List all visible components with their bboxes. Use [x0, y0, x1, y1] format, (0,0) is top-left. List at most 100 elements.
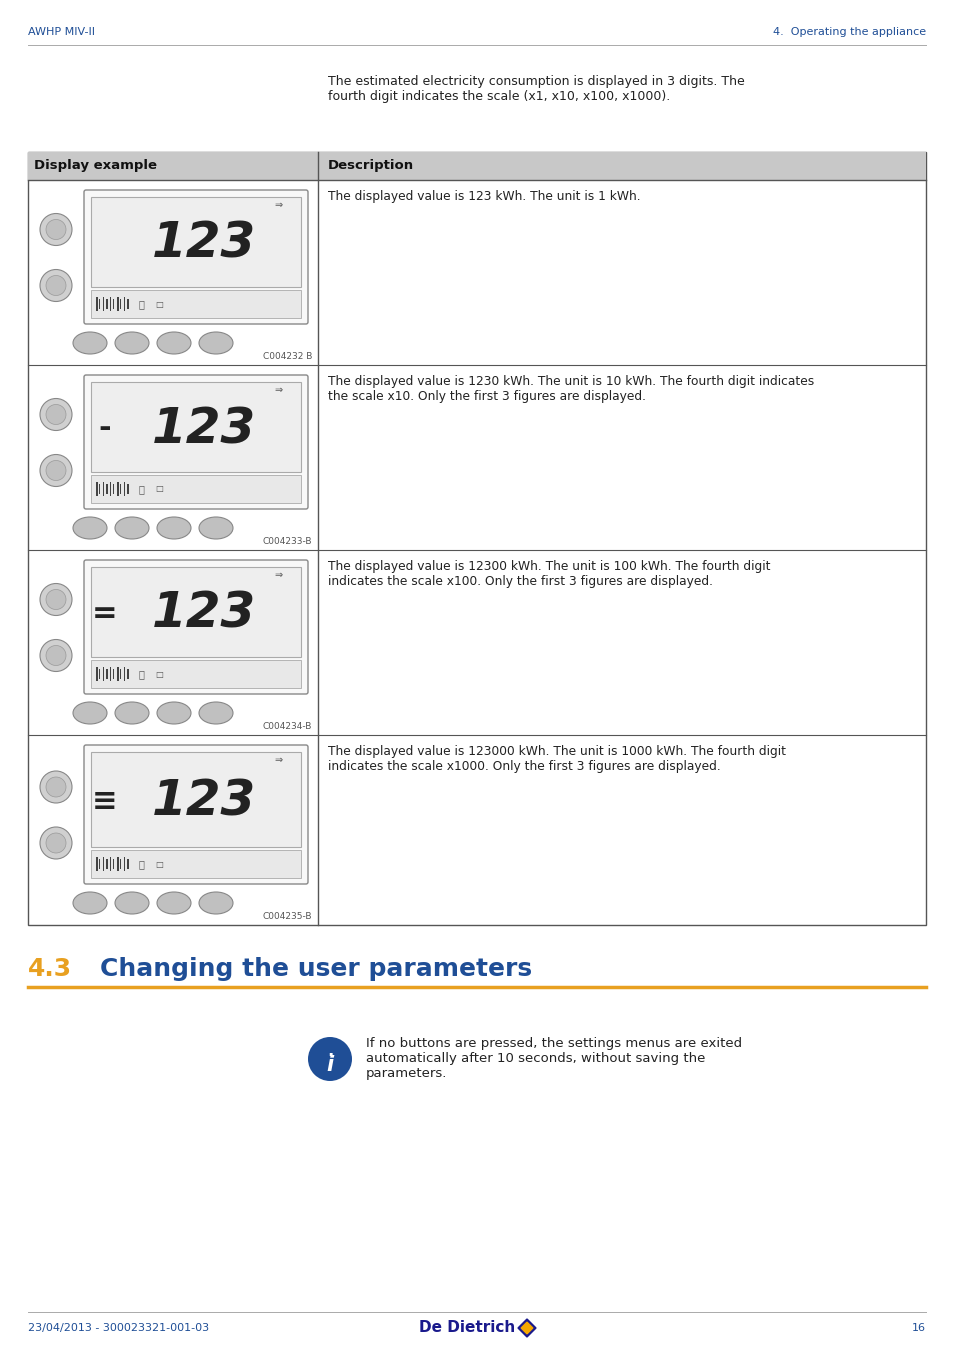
Ellipse shape	[73, 332, 107, 354]
Bar	[96, 482, 98, 495]
Bar	[107, 298, 109, 309]
Text: Changing the user parameters: Changing the user parameters	[100, 957, 532, 981]
Text: 🌡: 🌡	[138, 485, 144, 494]
Bar	[113, 670, 114, 679]
Bar	[120, 859, 121, 869]
Text: 🌡: 🌡	[138, 298, 144, 309]
Bar	[103, 667, 104, 680]
Text: The displayed value is 1230 kWh. The unit is 10 kWh. The fourth digit indicates
: The displayed value is 1230 kWh. The uni…	[328, 375, 814, 404]
Polygon shape	[520, 1322, 533, 1334]
Bar	[99, 859, 100, 869]
Bar	[103, 857, 104, 871]
Ellipse shape	[157, 517, 191, 539]
Bar	[103, 482, 104, 495]
Bar	[113, 485, 114, 494]
Ellipse shape	[115, 892, 149, 914]
Circle shape	[40, 213, 71, 246]
Text: 4.3: 4.3	[28, 957, 72, 981]
Bar	[91, 290, 301, 319]
Text: -: -	[98, 414, 112, 444]
Bar	[91, 567, 301, 657]
Text: □: □	[155, 860, 163, 868]
Text: 123: 123	[152, 590, 255, 639]
Ellipse shape	[115, 332, 149, 354]
Bar	[117, 297, 119, 310]
Text: =: =	[92, 599, 117, 629]
Circle shape	[40, 270, 71, 301]
Ellipse shape	[157, 702, 191, 724]
Text: The estimated electricity consumption is displayed in 3 digits. The
fourth digit: The estimated electricity consumption is…	[328, 76, 744, 103]
Ellipse shape	[199, 892, 233, 914]
Ellipse shape	[157, 892, 191, 914]
Text: If no buttons are pressed, the settings menus are exited
automatically after 10 : If no buttons are pressed, the settings …	[366, 1037, 741, 1080]
Ellipse shape	[115, 517, 149, 539]
Bar	[96, 297, 98, 310]
Circle shape	[40, 640, 71, 671]
Bar	[110, 857, 111, 871]
FancyBboxPatch shape	[84, 560, 308, 694]
Ellipse shape	[73, 702, 107, 724]
Bar	[128, 485, 130, 494]
Text: De Dietrich: De Dietrich	[418, 1320, 515, 1335]
Circle shape	[40, 828, 71, 859]
Bar	[96, 667, 98, 680]
Text: 16: 16	[911, 1323, 925, 1332]
Bar	[91, 850, 301, 878]
Bar	[110, 667, 111, 680]
Bar	[99, 485, 100, 494]
Bar	[103, 297, 104, 310]
Circle shape	[46, 275, 66, 296]
Ellipse shape	[115, 702, 149, 724]
Text: 🌡: 🌡	[138, 670, 144, 679]
Bar	[96, 857, 98, 871]
Bar	[120, 298, 121, 309]
Ellipse shape	[157, 332, 191, 354]
Text: The displayed value is 12300 kWh. The unit is 100 kWh. The fourth digit
indicate: The displayed value is 12300 kWh. The un…	[328, 560, 770, 589]
Bar	[124, 667, 125, 680]
Bar	[91, 752, 301, 846]
Polygon shape	[517, 1319, 536, 1336]
Bar	[124, 482, 125, 495]
Circle shape	[46, 590, 66, 609]
Circle shape	[40, 583, 71, 616]
Circle shape	[46, 778, 66, 796]
Text: C004234-B: C004234-B	[262, 722, 312, 730]
Bar	[91, 197, 301, 288]
Bar	[99, 298, 100, 309]
Circle shape	[46, 405, 66, 424]
Ellipse shape	[73, 892, 107, 914]
Text: C004235-B: C004235-B	[262, 913, 312, 921]
Bar	[113, 298, 114, 309]
Text: 123: 123	[152, 405, 255, 454]
Text: ⇒: ⇒	[274, 385, 283, 396]
Bar	[110, 297, 111, 310]
Circle shape	[40, 455, 71, 486]
Bar	[28, 153, 925, 180]
Circle shape	[46, 460, 66, 481]
Bar	[91, 382, 301, 472]
Circle shape	[40, 771, 71, 803]
Text: □: □	[155, 670, 163, 679]
Text: 🌡: 🌡	[138, 859, 144, 869]
Text: 4.  Operating the appliance: 4. Operating the appliance	[772, 27, 925, 36]
Bar	[120, 485, 121, 494]
Bar	[107, 670, 109, 679]
Text: 23/04/2013 - 300023321-001-03: 23/04/2013 - 300023321-001-03	[28, 1323, 209, 1332]
Text: ⇒: ⇒	[274, 570, 283, 580]
Bar	[91, 475, 301, 504]
FancyBboxPatch shape	[84, 375, 308, 509]
Text: ⇒: ⇒	[274, 200, 283, 211]
Ellipse shape	[199, 332, 233, 354]
Text: The displayed value is 123000 kWh. The unit is 1000 kWh. The fourth digit
indica: The displayed value is 123000 kWh. The u…	[328, 745, 785, 774]
Text: 123: 123	[152, 778, 255, 825]
Text: i: i	[326, 1054, 334, 1075]
Text: ⇒: ⇒	[274, 755, 283, 765]
Bar	[113, 859, 114, 869]
Text: C004233-B: C004233-B	[262, 537, 312, 545]
Bar	[128, 859, 130, 869]
Text: Display example: Display example	[34, 159, 157, 173]
Ellipse shape	[199, 517, 233, 539]
Bar	[107, 485, 109, 494]
Text: AWHP MIV-II: AWHP MIV-II	[28, 27, 95, 36]
Bar	[117, 857, 119, 871]
